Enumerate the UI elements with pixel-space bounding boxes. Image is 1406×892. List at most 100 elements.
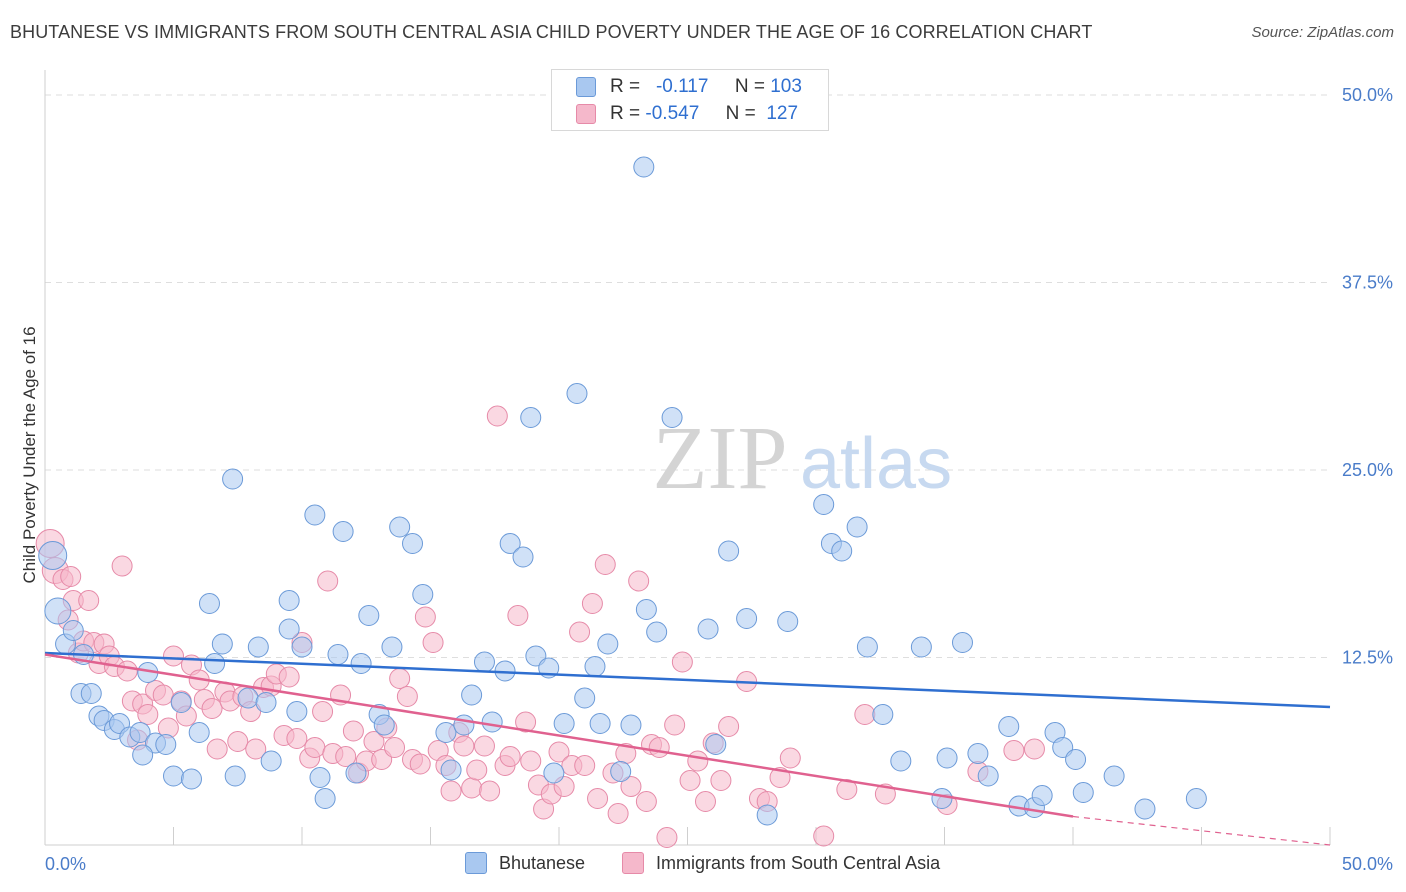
bhutanese-point-75: [756, 804, 778, 826]
bhutanese-point-5: [80, 683, 102, 704]
bhutanese-point-56: [525, 645, 547, 667]
bhutanese-point-62: [584, 656, 606, 677]
bhutanese-point-66: [620, 714, 642, 736]
immigrants-point-65: [440, 780, 462, 802]
bhutanese-point-37: [345, 762, 367, 784]
immigrants-point-67: [453, 735, 475, 757]
x-tick-label-0: 0.0%: [45, 854, 86, 874]
bhutanese-point-31: [291, 636, 313, 658]
r-value: -0.547: [645, 103, 700, 124]
bhutanese-point-22: [222, 468, 244, 490]
bhutanese-point-33: [309, 767, 331, 788]
bhutanese-point-85: [931, 788, 953, 809]
bhutanese-point-80: [846, 516, 868, 538]
immigrants-point-41: [286, 728, 308, 749]
bhutanese-point-74: [736, 608, 758, 629]
bhutanese-point-38: [350, 653, 372, 674]
bhutanese-point-72: [705, 734, 727, 755]
bhutanese-point-81: [856, 636, 878, 658]
bhutanese-point-67: [633, 156, 655, 178]
immigrants-point-49: [335, 746, 357, 767]
bhutanese-point-45: [412, 584, 434, 605]
bhutanese-point-49: [461, 684, 483, 706]
immigrants-point-118: [1023, 738, 1045, 760]
bhutanese-point-71: [697, 618, 719, 640]
immigrants-point-46: [317, 570, 339, 592]
bhutanese-point-20: [204, 653, 226, 674]
bhutanese-point-47: [440, 759, 462, 781]
immigrants-point-75: [507, 605, 529, 626]
immigrants-point-40: [278, 666, 300, 688]
immigrants-point-81: [548, 741, 570, 763]
bhutanese-point-100: [1185, 788, 1207, 809]
immigrants-point-68: [461, 777, 483, 799]
legend-row-immigrants: R = -0.547 N = 127: [576, 101, 798, 127]
n-label: N =: [734, 76, 765, 97]
immigrants-point-72: [486, 405, 508, 427]
bhutanese-point-46: [435, 722, 457, 743]
bhutanese-point-25: [247, 636, 269, 658]
immigrants-point-45: [312, 701, 334, 722]
immigrants-point-93: [628, 570, 650, 592]
y-tick-label-2: 37.5%: [1342, 273, 1393, 293]
bhutanese-point-30: [286, 701, 308, 722]
bhutanese-point-21: [211, 633, 233, 655]
bhutanese-point-15: [163, 765, 184, 787]
immigrants-point-102: [694, 791, 716, 812]
immigrants-point-50: [342, 720, 364, 742]
immigrants-point-119: [60, 566, 82, 587]
bhutanese-point-24: [237, 687, 259, 709]
bhutanese-point-26: [255, 692, 277, 713]
legend-swatch-blue: [576, 77, 596, 97]
source-label: Source: ZipAtlas.com: [1251, 24, 1394, 41]
bhutanese-point-68: [635, 599, 657, 620]
immigrants-point-22: [163, 645, 184, 667]
immigrants-point-117: [1003, 740, 1025, 761]
immigrants-point-53: [363, 731, 385, 752]
bhutanese-point-63: [589, 713, 611, 734]
legend-item-immigrants[interactable]: Immigrants from South Central Asia: [622, 852, 940, 874]
immigrants-point-114: [874, 783, 896, 805]
legend-item-bhutanese[interactable]: Bhutanese: [465, 852, 585, 874]
bhutanese-point-51: [481, 711, 503, 733]
bhutanese-point-23: [224, 765, 246, 787]
immigrants-point-70: [473, 735, 495, 757]
legend-series: Bhutanese Immigrants from South Central …: [0, 852, 1406, 878]
immigrants-point-57: [389, 668, 411, 689]
immigrants-point-58: [396, 686, 418, 707]
immigrants-point-87: [587, 788, 609, 809]
bhutanese-point-83: [890, 750, 912, 772]
y-tick-label-1: 25.0%: [1342, 460, 1393, 480]
bhutanese-point-95: [1052, 737, 1074, 758]
r-value: -0.117: [655, 76, 709, 97]
bhutanese-point-88: [967, 743, 989, 764]
bhutanese-point-70: [661, 407, 683, 428]
immigrants-point-92: [620, 776, 642, 797]
immigrants-point-13: [111, 555, 133, 577]
bhutanese-point-65: [610, 761, 632, 782]
bhutanese-point-32: [304, 504, 326, 526]
bhutanese-point-36: [332, 521, 354, 542]
bhutanese-point-27: [260, 750, 282, 772]
immigrants-point-86: [581, 593, 603, 614]
r-label: R =: [610, 103, 641, 124]
immigrants-point-54: [371, 749, 393, 770]
immigrants-point-98: [664, 714, 686, 736]
immigrants-point-44: [304, 737, 326, 758]
bhutanese-point-0: [38, 541, 68, 570]
immigrants-point-61: [414, 606, 436, 628]
immigrants-point-62: [422, 632, 444, 653]
immigrants-point-60: [409, 753, 431, 775]
r-label: R =: [610, 76, 641, 97]
bhutanese-point-96: [1065, 749, 1087, 770]
bhutanese-point-53: [499, 533, 521, 554]
immigrants-point-56: [384, 737, 406, 758]
watermark-atlas: atlas: [800, 424, 952, 504]
bhutanese-point-48: [453, 714, 475, 736]
y-tick-label-3: 50.0%: [1342, 85, 1393, 105]
immigrants-point-71: [479, 780, 501, 802]
legend-label-bhutanese: Bhutanese: [499, 852, 586, 873]
y-tick-label-0: 12.5%: [1342, 648, 1393, 668]
legend-swatch-blue: [465, 852, 487, 874]
bhutanese-point-84: [910, 636, 932, 658]
